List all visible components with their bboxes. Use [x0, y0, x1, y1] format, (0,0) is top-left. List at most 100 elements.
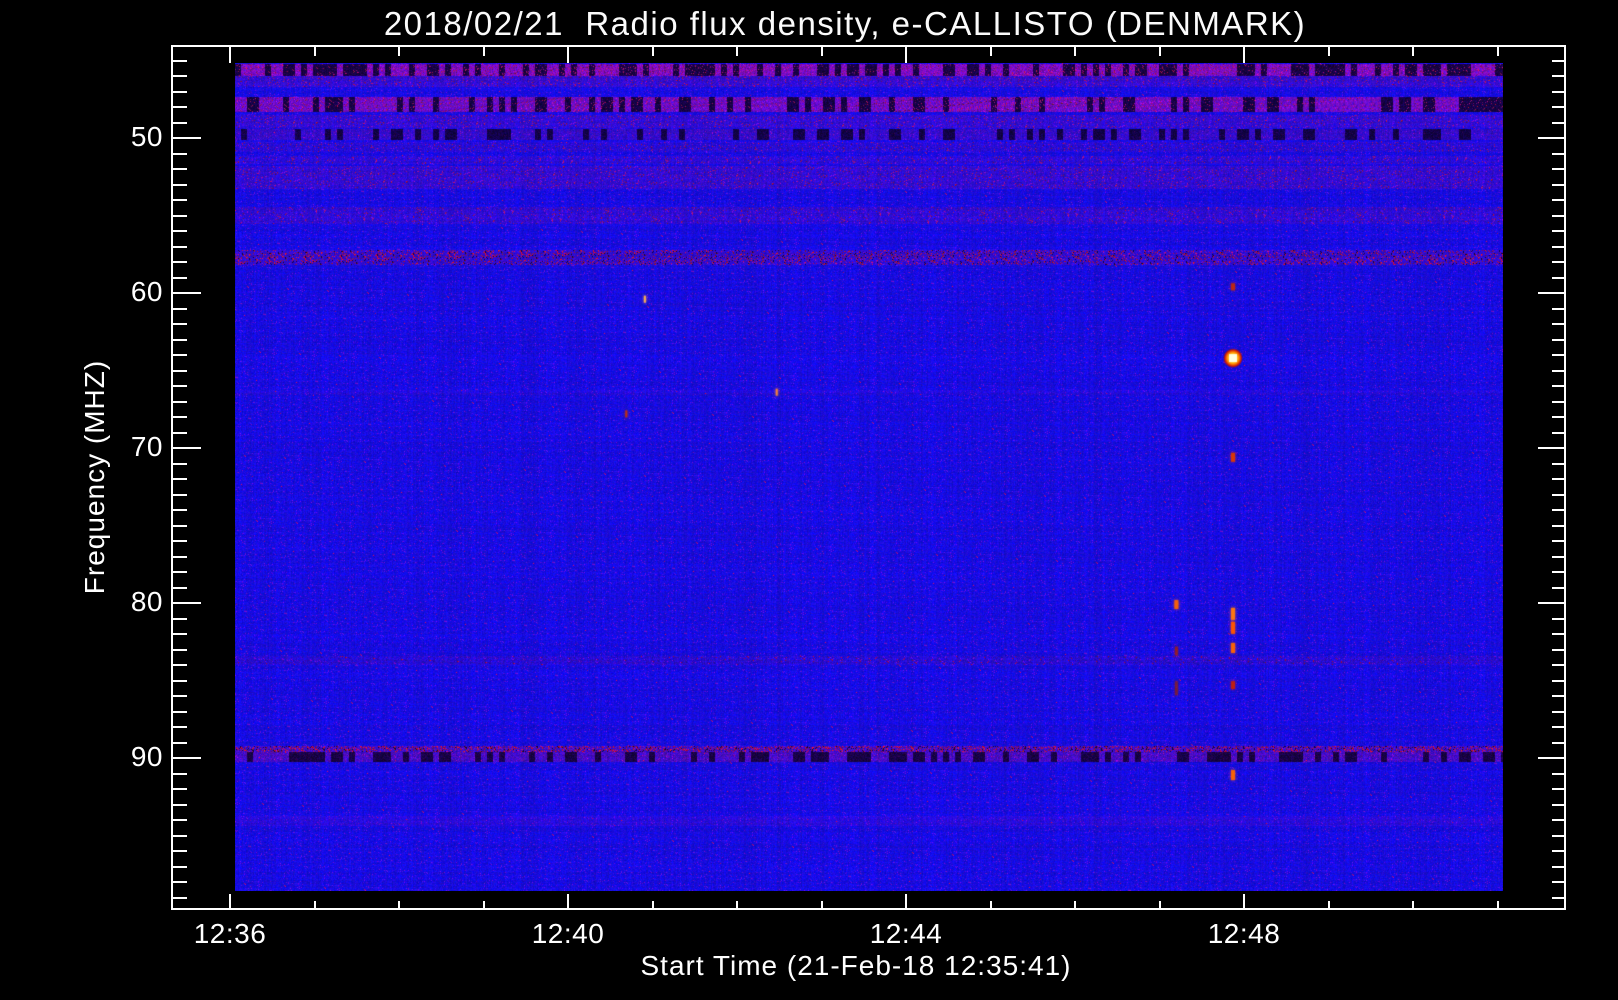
y-minor-tick [173, 431, 187, 434]
x-minor-tick-top [651, 47, 654, 56]
x-minor-tick [1327, 901, 1330, 910]
x-minor-tick [398, 901, 400, 910]
y-minor-tick [173, 90, 187, 93]
x-minor-tick-top [736, 47, 738, 56]
y-minor-tick-right [1552, 183, 1566, 186]
y-minor-tick [173, 230, 187, 232]
y-major-tick [173, 602, 201, 604]
spectrogram-image [235, 63, 1503, 891]
y-minor-tick-right [1552, 354, 1566, 356]
y-minor-tick [173, 710, 187, 713]
y-minor-tick [173, 648, 187, 651]
y-minor-tick [173, 354, 187, 356]
x-major-tick [567, 894, 569, 910]
y-minor-tick-right [1552, 881, 1566, 883]
plot-frame [171, 45, 1566, 910]
y-minor-tick-right [1552, 90, 1566, 93]
y-minor-tick-right [1552, 571, 1566, 573]
y-minor-tick-right [1552, 369, 1566, 372]
y-minor-tick-right [1552, 788, 1566, 790]
y-minor-tick [173, 524, 187, 527]
y-minor-tick-right [1552, 462, 1566, 465]
y-major-tick-right [1538, 757, 1566, 759]
y-minor-tick [173, 850, 187, 852]
chart-title: 2018/02/21 Radio flux density, e-CALLIST… [383, 5, 1307, 42]
y-minor-tick [173, 493, 187, 496]
y-minor-tick [173, 741, 187, 744]
y-minor-tick [173, 400, 187, 403]
y-major-tick-right [1538, 137, 1566, 139]
y-minor-tick [173, 199, 187, 201]
y-minor-tick [173, 75, 187, 77]
y-minor-tick-right [1552, 555, 1566, 558]
y-minor-tick [173, 726, 187, 728]
x-major-tick-top [229, 47, 231, 63]
y-minor-tick [173, 664, 187, 666]
y-minor-tick-right [1552, 75, 1566, 77]
x-minor-tick-top [1412, 47, 1414, 56]
y-minor-tick [173, 803, 187, 806]
y-minor-tick-right [1552, 540, 1566, 542]
y-minor-tick [173, 788, 187, 790]
x-minor-tick [482, 901, 485, 910]
x-minor-tick [651, 901, 654, 910]
y-tick-label: 50 [130, 121, 163, 152]
y-minor-tick-right [1552, 586, 1566, 589]
y-minor-tick-right [1552, 152, 1566, 155]
y-minor-tick [173, 633, 187, 635]
y-minor-tick [173, 772, 187, 775]
x-major-tick [1243, 894, 1245, 910]
x-minor-tick-top [989, 47, 992, 56]
y-minor-tick [173, 617, 187, 620]
y-minor-tick-right [1552, 617, 1566, 620]
y-minor-tick-right [1552, 400, 1566, 403]
y-minor-tick [173, 121, 187, 124]
y-minor-tick [173, 385, 187, 387]
x-minor-tick-top [482, 47, 485, 56]
y-minor-tick-right [1552, 896, 1566, 899]
y-minor-tick [173, 509, 187, 511]
y-minor-tick-right [1552, 416, 1566, 418]
y-minor-tick-right [1552, 664, 1566, 666]
y-minor-tick [173, 679, 187, 682]
y-minor-tick-right [1552, 509, 1566, 511]
y-minor-tick-right [1552, 261, 1566, 263]
x-minor-tick [989, 901, 992, 910]
y-minor-tick-right [1552, 106, 1566, 108]
x-tick-label: 12:44 [869, 918, 943, 949]
x-minor-tick-top [1074, 47, 1076, 56]
y-minor-tick-right [1552, 493, 1566, 496]
y-minor-tick [173, 307, 187, 310]
x-tick-label: 12:48 [1207, 918, 1281, 949]
y-minor-tick-right [1552, 834, 1566, 837]
y-minor-tick-right [1552, 819, 1566, 821]
y-minor-tick [173, 881, 187, 883]
x-minor-tick-top [1496, 47, 1499, 56]
x-minor-tick-top [1158, 47, 1161, 56]
y-major-tick [173, 137, 201, 139]
y-minor-tick [173, 338, 187, 341]
y-minor-tick [173, 462, 187, 465]
y-minor-tick-right [1552, 431, 1566, 434]
y-major-tick [173, 447, 201, 449]
y-minor-tick-right [1552, 633, 1566, 635]
y-minor-tick-right [1552, 168, 1566, 170]
x-major-tick-top [905, 47, 907, 63]
y-minor-tick-right [1552, 245, 1566, 248]
x-minor-tick [1496, 901, 1499, 910]
x-minor-tick [1412, 901, 1414, 910]
y-minor-tick-right [1552, 850, 1566, 852]
y-minor-tick [173, 323, 187, 325]
x-minor-tick [1158, 901, 1161, 910]
y-minor-tick [173, 865, 187, 868]
y-minor-tick [173, 261, 187, 263]
x-minor-tick [736, 901, 738, 910]
y-minor-tick [173, 896, 187, 899]
x-minor-tick [313, 901, 316, 910]
y-major-tick-right [1538, 292, 1566, 294]
y-tick-label: 60 [130, 276, 163, 307]
y-tick-label: 80 [130, 586, 163, 617]
y-minor-tick-right [1552, 230, 1566, 232]
x-minor-tick [820, 901, 823, 910]
